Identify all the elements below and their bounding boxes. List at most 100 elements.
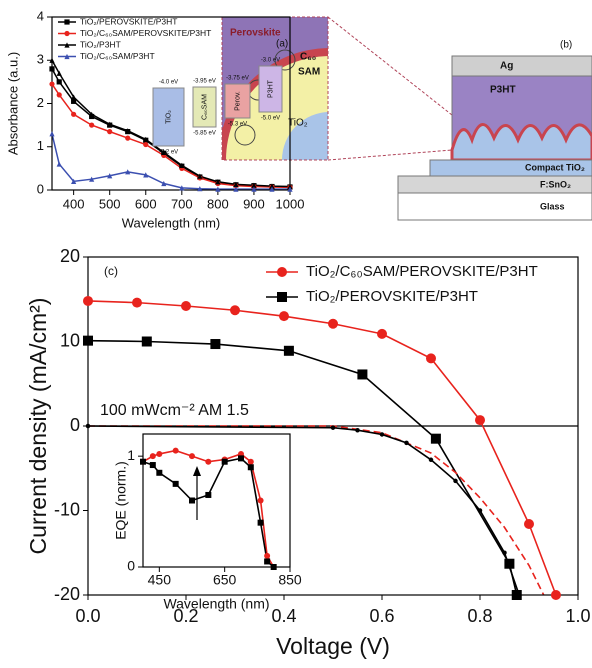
marker (89, 122, 95, 128)
layer-label: P3HT (490, 85, 516, 96)
marker (504, 558, 515, 569)
energy-box (192, 86, 217, 128)
zoom-label: Perovskite (230, 28, 281, 39)
marker (125, 135, 131, 141)
y-tick-label: 20 (60, 246, 80, 266)
y-tick-label: -10 (54, 499, 80, 519)
y-tick-label: 0 (127, 558, 135, 574)
marker (143, 172, 149, 178)
layer (397, 192, 592, 221)
marker (189, 453, 195, 460)
marker (56, 70, 62, 76)
lumo-label: -4.0 eV (159, 80, 178, 86)
marker (83, 335, 93, 346)
zoom-view (222, 17, 328, 160)
layer-label: Compact TiO₂ (525, 162, 585, 172)
y-tick-label: 1 (37, 138, 44, 153)
x-axis-label: Voltage (V) (276, 633, 390, 659)
marker (197, 186, 203, 192)
marker (215, 179, 221, 185)
marker (172, 480, 179, 487)
zoom-label: SAM (298, 67, 320, 78)
y-tick-label: 10 (60, 330, 80, 350)
marker (251, 186, 257, 192)
legend-marker (64, 30, 70, 37)
plot-frame (142, 433, 291, 568)
legend-label: TiO₂/C₆₀SAM/PEROVSKITE/P3HT (80, 28, 211, 38)
y-tick-label: 2 (37, 95, 44, 110)
panel-label: (a) (276, 39, 288, 50)
marker (89, 176, 95, 182)
x-tick-label: 600 (135, 196, 157, 211)
lumo-label: -3.0 eV (261, 58, 280, 64)
marker (49, 57, 55, 63)
x-tick-label: 0.2 (173, 606, 198, 626)
series-line (87, 339, 518, 596)
marker (233, 186, 239, 192)
marker (205, 491, 212, 498)
marker (283, 345, 294, 356)
marker (511, 590, 522, 600)
marker (141, 336, 152, 347)
marker (477, 508, 483, 513)
x-tick-label: 450 (148, 572, 172, 588)
x-tick-label: 900 (243, 196, 265, 211)
series-line (87, 425, 520, 596)
panel-label: (b) (560, 40, 572, 51)
x-tick-label: 0.0 (75, 606, 100, 626)
y-tick-label: 0 (70, 415, 80, 435)
fullerene (234, 124, 256, 146)
x-tick-label: 800 (207, 196, 229, 211)
homo-label: -7.2 eV (159, 150, 178, 156)
marker (357, 369, 368, 380)
x-tick-label: 0.6 (369, 606, 394, 626)
energy-box (152, 87, 185, 147)
marker (404, 440, 409, 446)
marker (287, 186, 293, 192)
marker (475, 415, 485, 426)
marker (71, 98, 77, 104)
legend-label: TiO₂/C₆₀SAM/P3HT (80, 51, 155, 61)
marker (149, 462, 156, 469)
x-tick-label: 1.0 (565, 606, 590, 626)
marker (502, 550, 507, 555)
annotation: 100 mWcm⁻² AM 1.5 (100, 402, 249, 419)
marker (71, 94, 77, 100)
marker (156, 469, 163, 476)
marker (330, 425, 336, 430)
marker (179, 185, 185, 191)
marker (270, 564, 277, 570)
marker (107, 173, 113, 179)
legend-label: TiO₂/PEROVSKITE/P3HT (80, 16, 177, 26)
energy-label: C₆₀SAM (201, 94, 208, 120)
marker (143, 141, 149, 148)
marker (550, 590, 561, 600)
panel-b: Perovskite C₆₀ SAM TiO₂ (b) Ag P3HT Comp… (221, 16, 592, 221)
legend-marker (64, 19, 70, 25)
x-tick-label: 0.8 (467, 606, 492, 626)
marker (428, 457, 434, 463)
marker (56, 79, 62, 85)
marker (49, 131, 55, 137)
arrow-head (193, 466, 201, 476)
energy-label: TiO₂ (165, 110, 172, 124)
marker (172, 447, 179, 454)
marker (279, 311, 289, 322)
lumo-label: -3.75 eV (226, 76, 249, 82)
lumo-label: -3.95 eV (193, 79, 216, 85)
mesoporous-layer (450, 123, 592, 162)
legend-label: TiO₂/P3HT (80, 39, 121, 49)
marker (453, 478, 458, 484)
marker (221, 458, 228, 465)
marker (269, 183, 275, 189)
y-tick-label: 3 (37, 52, 44, 67)
x-tick-label: 650 (213, 572, 237, 588)
homo-label: -5.3 eV (228, 122, 247, 128)
homo-label: -5.0 eV (261, 116, 280, 122)
marker (49, 81, 55, 87)
y-tick-label: 0 (37, 181, 44, 196)
marker (143, 136, 149, 142)
zoom-link (327, 16, 453, 116)
y-tick-label: 4 (37, 8, 44, 23)
